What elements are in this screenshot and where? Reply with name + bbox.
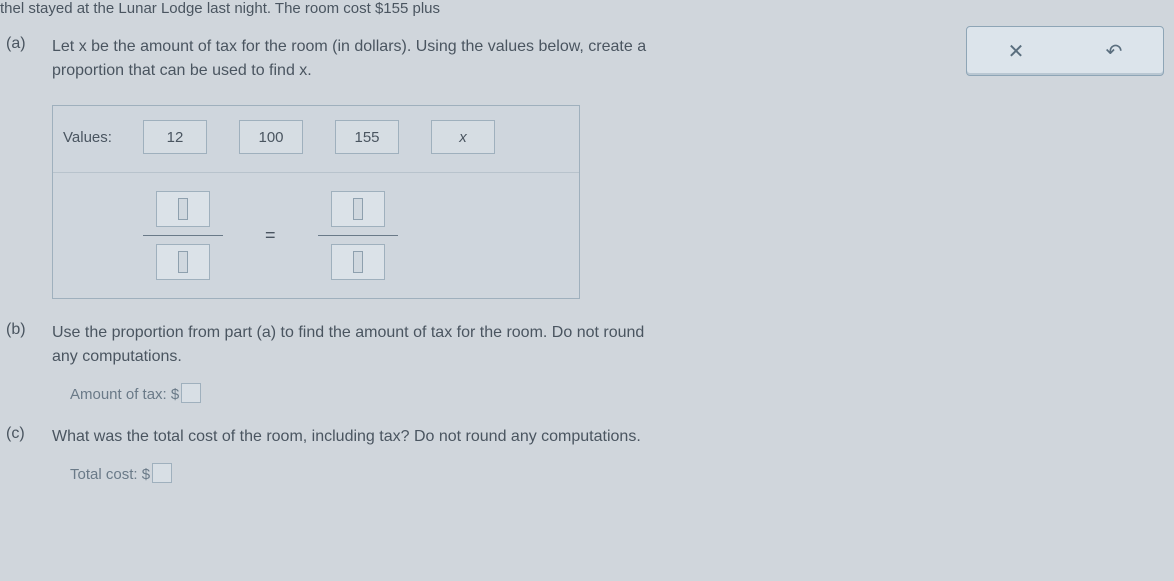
total-cost-label: Total cost: $ (70, 466, 150, 483)
input-slot (353, 198, 363, 220)
part-c-body: What was the total cost of the room, inc… (52, 425, 1174, 483)
value-tile-100[interactable]: 100 (239, 120, 303, 154)
amount-of-tax-input[interactable] (181, 383, 201, 403)
values-box: Values: 12 100 155 x = (52, 105, 580, 299)
fraction-right (318, 191, 398, 280)
total-cost-line: Total cost: $ (70, 463, 1174, 483)
amount-of-tax-label: Amount of tax: $ (70, 386, 179, 403)
value-tile-12[interactable]: 12 (143, 120, 207, 154)
close-button[interactable]: ✕ (999, 34, 1033, 68)
numerator-right-input[interactable] (331, 191, 385, 227)
numerator-left-input[interactable] (156, 191, 210, 227)
denominator-right-input[interactable] (331, 244, 385, 280)
part-b-label: (b) (6, 321, 32, 403)
part-b-text1: Use the proportion from part (a) to find… (52, 321, 902, 345)
part-b: (b) Use the proportion from part (a) to … (0, 321, 1174, 403)
value-tile-x[interactable]: x (431, 120, 495, 154)
part-a-text2: proportion that can be used to find x. (52, 59, 902, 83)
toolbar: ✕ ↶ (966, 26, 1164, 76)
amount-of-tax-line: Amount of tax: $ (70, 383, 1174, 403)
fraction-left (143, 191, 223, 280)
part-a-text1: Let x be the amount of tax for the room … (52, 35, 902, 59)
values-label: Values: (63, 129, 143, 146)
value-tile-155[interactable]: 155 (335, 120, 399, 154)
values-row: Values: 12 100 155 x (53, 106, 579, 173)
total-cost-input[interactable] (152, 463, 172, 483)
part-c-label: (c) (6, 425, 32, 483)
input-slot (178, 198, 188, 220)
part-c: (c) What was the total cost of the room,… (0, 425, 1174, 483)
equals-sign: = (259, 225, 282, 246)
fraction-bar-right (318, 235, 398, 236)
denominator-left-input[interactable] (156, 244, 210, 280)
reset-icon: ↶ (1106, 39, 1123, 64)
close-icon: ✕ (1008, 39, 1025, 64)
input-slot (178, 251, 188, 273)
input-slot (353, 251, 363, 273)
fraction-bar-left (143, 235, 223, 236)
part-b-body: Use the proportion from part (a) to find… (52, 321, 1174, 403)
part-c-text: What was the total cost of the room, inc… (52, 425, 902, 449)
reset-button[interactable]: ↶ (1097, 34, 1131, 68)
part-a-label: (a) (6, 35, 32, 299)
part-b-text2: any computations. (52, 345, 902, 369)
proportion-row: = (53, 173, 579, 298)
